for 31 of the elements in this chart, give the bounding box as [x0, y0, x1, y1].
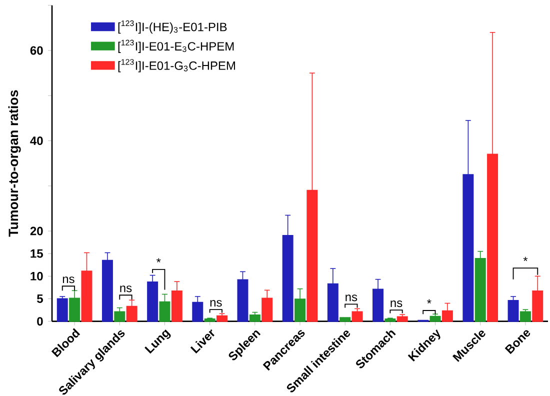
bar: [249, 314, 260, 322]
y-tick-label: 60: [30, 46, 43, 55]
annotation: *: [156, 258, 161, 262]
bar: [216, 315, 228, 322]
bar: [114, 311, 126, 322]
bar: [384, 318, 396, 322]
bar: [56, 298, 68, 322]
bar: [430, 316, 441, 322]
annotation: ns: [390, 300, 402, 308]
legend-label: [$^{123}$I]I-(HE)$_{3}$-E01-PIB: [118, 20, 227, 34]
y-tick-label: 20: [30, 226, 43, 236]
annotation: ns: [62, 276, 74, 284]
bar: [520, 311, 531, 322]
annotation: ns: [346, 294, 358, 302]
legend-label: [$^{123}$I]I-E01-E$_{3}$C-HPEM: [118, 40, 234, 53]
y-axis-title: Tumour-to-organ ratios: [8, 90, 21, 237]
annotation: *: [427, 299, 432, 304]
bar: [340, 317, 351, 322]
bar: [396, 316, 408, 322]
bar: [508, 300, 519, 322]
bar: [352, 311, 363, 322]
y-tick-label: 15: [30, 249, 43, 258]
annotation: ns: [210, 300, 222, 307]
annotation: *: [523, 256, 528, 262]
y-tick-label: 40: [30, 136, 43, 146]
y-tick-label: 0: [37, 317, 43, 326]
bar: [204, 318, 216, 322]
annotation: ns: [120, 286, 132, 292]
y-tick-label: 10: [30, 272, 43, 280]
legend-label: [$^{123}$I]I-E01-G$_{3}$C-HPEM: [118, 59, 235, 72]
y-tick-label: 5: [37, 294, 43, 303]
